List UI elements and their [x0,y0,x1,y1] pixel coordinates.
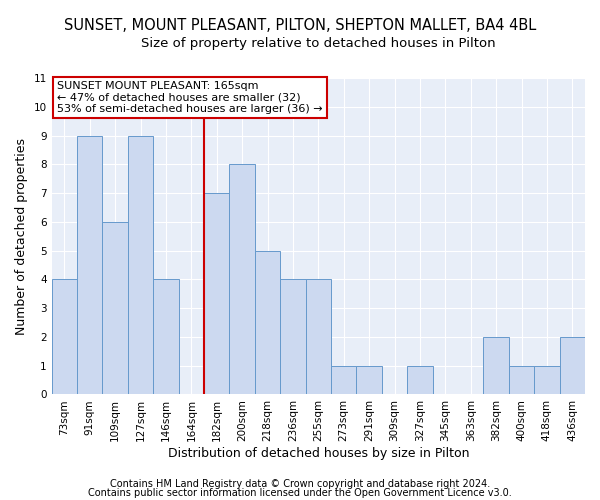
Bar [534,366,560,394]
Bar [103,222,128,394]
Bar [128,136,153,394]
Bar [356,366,382,394]
Bar [560,337,585,394]
Bar [229,164,255,394]
Bar [484,337,509,394]
Bar [77,136,103,394]
Text: SUNSET, MOUNT PLEASANT, PILTON, SHEPTON MALLET, BA4 4BL: SUNSET, MOUNT PLEASANT, PILTON, SHEPTON … [64,18,536,32]
Y-axis label: Number of detached properties: Number of detached properties [15,138,28,335]
Bar [305,280,331,394]
Bar [255,250,280,394]
Bar [509,366,534,394]
Title: Size of property relative to detached houses in Pilton: Size of property relative to detached ho… [141,38,496,51]
Bar [153,280,179,394]
X-axis label: Distribution of detached houses by size in Pilton: Distribution of detached houses by size … [167,447,469,460]
Text: Contains HM Land Registry data © Crown copyright and database right 2024.: Contains HM Land Registry data © Crown c… [110,479,490,489]
Text: SUNSET MOUNT PLEASANT: 165sqm
← 47% of detached houses are smaller (32)
53% of s: SUNSET MOUNT PLEASANT: 165sqm ← 47% of d… [57,81,323,114]
Text: Contains public sector information licensed under the Open Government Licence v3: Contains public sector information licen… [88,488,512,498]
Bar [407,366,433,394]
Bar [280,280,305,394]
Bar [204,193,229,394]
Bar [52,280,77,394]
Bar [331,366,356,394]
